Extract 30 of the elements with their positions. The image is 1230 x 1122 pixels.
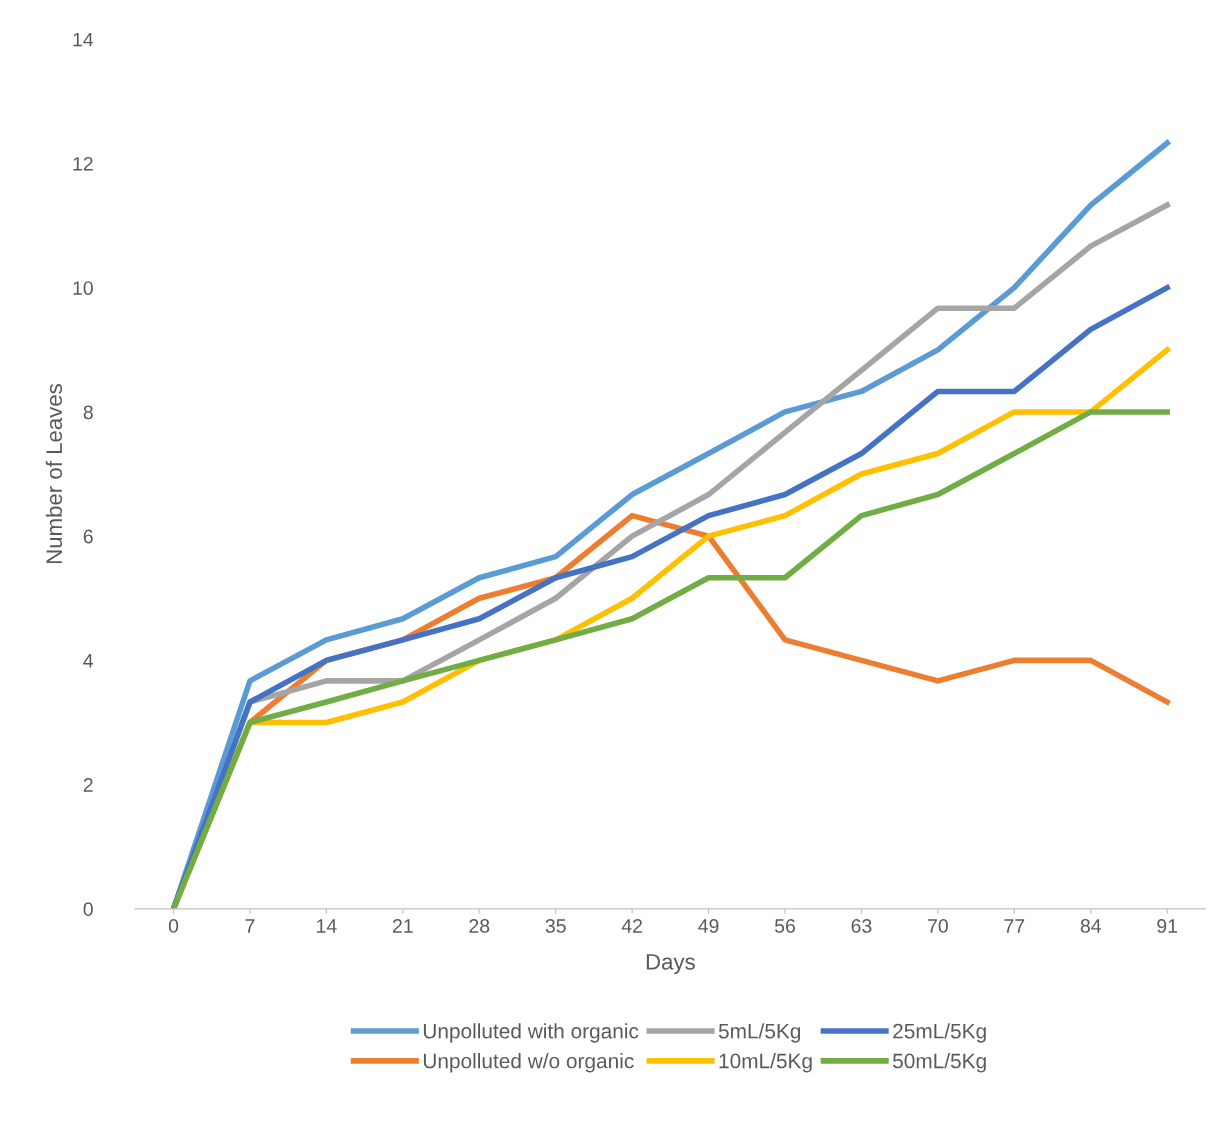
x-tick-label: 84 [1080, 919, 1101, 933]
y-axis-title: Number of Leaves [45, 384, 63, 563]
legend-label: 25mL/5Kg [893, 1023, 986, 1043]
y-tick-label: 6 [83, 529, 93, 544]
x-tick-label: 28 [469, 919, 490, 933]
y-tick-label: 8 [83, 405, 93, 420]
x-tick-label: 91 [1157, 919, 1178, 933]
y-tick-label: 14 [73, 32, 94, 47]
x-tick-label: 77 [1004, 919, 1025, 933]
y-tick-label: 2 [83, 778, 93, 792]
x-axis-title: Days [646, 954, 695, 975]
y-tick-label: 0 [83, 902, 93, 917]
x-tick-label: 49 [698, 919, 719, 933]
y-tick-label: 12 [73, 156, 93, 171]
legend-label: 5mL/5Kg [718, 1023, 801, 1043]
x-tick-label: 42 [621, 919, 642, 933]
legend-label: Unpolluted with organic [423, 1023, 639, 1043]
x-tick-label: 7 [245, 919, 255, 933]
x-tick-label: 14 [317, 919, 337, 933]
y-tick-label: 4 [83, 654, 94, 668]
x-tick-label: 0 [168, 919, 179, 933]
legend-label: Unpolluted w/o organic [423, 1053, 634, 1073]
x-tick-label: 70 [928, 919, 948, 933]
x-tick-label: 63 [851, 919, 872, 933]
y-tick-label: 10 [73, 281, 93, 295]
legend-label: 10mL/5Kg [719, 1053, 812, 1073]
x-tick-label: 35 [545, 919, 566, 933]
x-tick-label: 56 [774, 919, 795, 933]
x-tick-label: 21 [392, 919, 413, 933]
legend-label: 50mL/5Kg [893, 1053, 986, 1073]
